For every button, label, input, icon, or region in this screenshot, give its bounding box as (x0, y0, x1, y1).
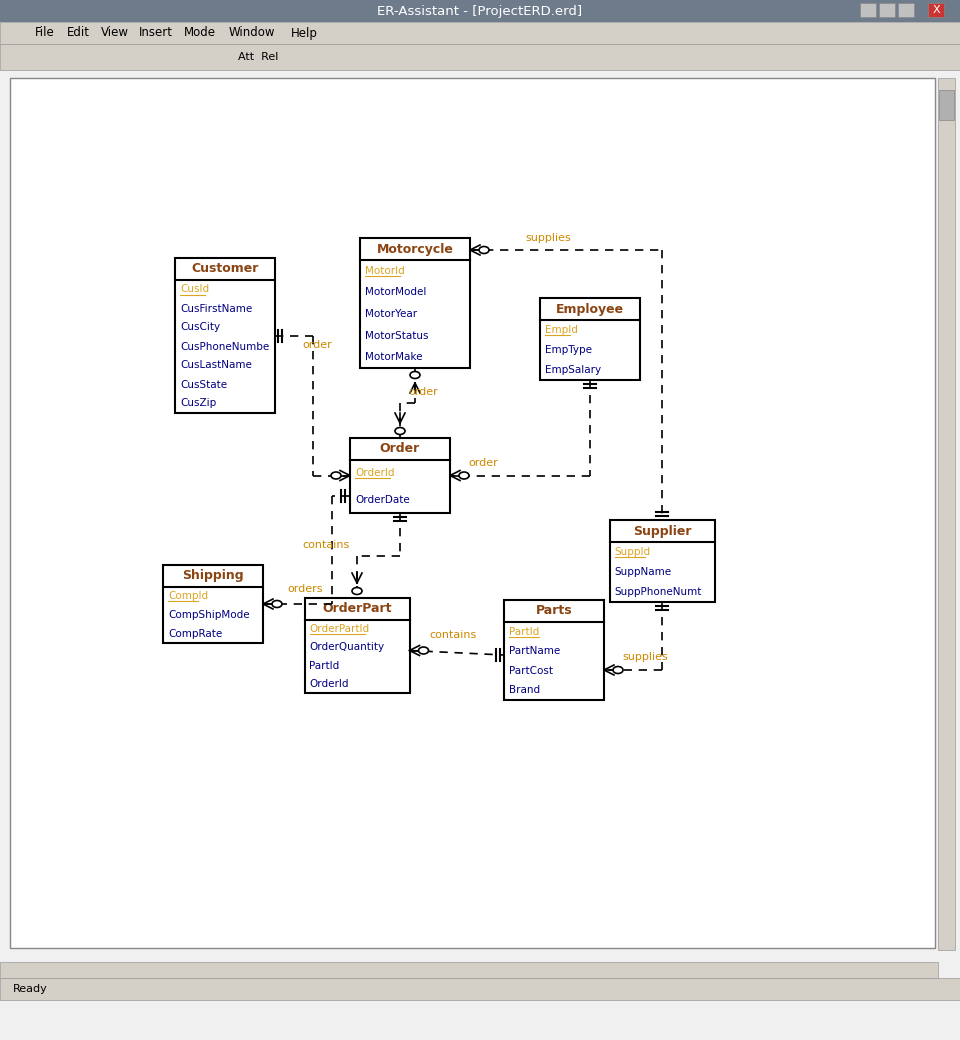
Bar (0, 962, 938, 978)
Text: PartId: PartId (309, 660, 340, 671)
Text: order: order (408, 387, 438, 397)
Bar (304, 598, 410, 693)
Bar (540, 298, 640, 380)
Bar (175, 258, 275, 413)
Text: MotorModel: MotorModel (365, 287, 426, 297)
Bar (350, 438, 450, 513)
Text: OrderQuantity: OrderQuantity (309, 643, 385, 652)
Bar (610, 520, 714, 602)
Bar (10, 78, 935, 948)
Text: PartCost: PartCost (509, 666, 553, 676)
Bar (898, 3, 914, 17)
Text: OrderId: OrderId (355, 468, 395, 478)
Text: contains: contains (302, 540, 349, 549)
Text: Help: Help (291, 26, 318, 40)
Text: CusLastName: CusLastName (180, 361, 252, 370)
Text: SuppName: SuppName (614, 567, 672, 577)
Bar (0, 22, 960, 44)
Text: SuppId: SuppId (614, 547, 651, 557)
Text: ER-Assistant - [ProjectERD.erd]: ER-Assistant - [ProjectERD.erd] (377, 4, 583, 18)
Text: Motorcycle: Motorcycle (376, 242, 453, 256)
Ellipse shape (410, 371, 420, 379)
Bar (504, 600, 604, 700)
Ellipse shape (479, 246, 489, 254)
Text: EmpSalary: EmpSalary (545, 365, 601, 375)
Text: OrderPartId: OrderPartId (309, 624, 370, 634)
Text: X: X (932, 5, 940, 15)
Text: CusCity: CusCity (180, 322, 220, 333)
Bar (0, 0, 960, 22)
Bar (0, 44, 960, 70)
Text: Insert: Insert (139, 26, 173, 40)
Text: SuppPhoneNumt: SuppPhoneNumt (614, 587, 702, 597)
Text: Supplier: Supplier (633, 524, 691, 538)
Text: CusFirstName: CusFirstName (180, 304, 252, 313)
Bar (879, 3, 895, 17)
Text: MotorMake: MotorMake (365, 353, 422, 362)
Bar (0, 978, 960, 1000)
Text: CusPhoneNumbe: CusPhoneNumbe (180, 341, 269, 352)
Ellipse shape (613, 667, 623, 674)
Text: EmpType: EmpType (545, 345, 592, 355)
Text: File: File (36, 26, 55, 40)
Ellipse shape (331, 472, 341, 479)
Text: Ready: Ready (12, 984, 47, 994)
Text: OrderDate: OrderDate (355, 495, 410, 504)
Text: MotorYear: MotorYear (365, 309, 418, 319)
Ellipse shape (459, 472, 469, 479)
Text: OrderId: OrderId (309, 679, 349, 688)
Text: Mode: Mode (184, 26, 216, 40)
Text: CompRate: CompRate (168, 628, 223, 639)
Text: Window: Window (228, 26, 276, 40)
Text: Brand: Brand (509, 685, 540, 696)
Text: MotorStatus: MotorStatus (365, 331, 428, 341)
Text: Order: Order (380, 442, 420, 456)
Text: Employee: Employee (556, 303, 624, 315)
Text: CusZip: CusZip (180, 398, 216, 409)
Text: Edit: Edit (66, 26, 89, 40)
Text: CompId: CompId (168, 592, 208, 601)
Text: order: order (468, 458, 497, 468)
Text: PartName: PartName (509, 646, 561, 656)
Text: Parts: Parts (536, 604, 572, 618)
Text: MotorId: MotorId (365, 266, 405, 276)
Text: EmpId: EmpId (545, 324, 578, 335)
Ellipse shape (352, 588, 362, 595)
Bar (860, 3, 876, 17)
Text: Customer: Customer (191, 262, 258, 276)
Bar (939, 90, 954, 120)
Ellipse shape (395, 427, 405, 435)
Text: CusId: CusId (180, 285, 209, 294)
Ellipse shape (272, 600, 282, 607)
Text: CompShipMode: CompShipMode (168, 610, 250, 620)
Ellipse shape (419, 647, 428, 654)
Bar (360, 238, 470, 368)
Bar (928, 3, 944, 17)
Bar (163, 565, 263, 643)
Text: contains: contains (429, 630, 477, 641)
Text: OrderPart: OrderPart (323, 602, 392, 616)
Text: CusState: CusState (180, 380, 228, 390)
Text: supplies: supplies (622, 652, 668, 662)
Text: Shipping: Shipping (182, 570, 244, 582)
Text: orders: orders (287, 584, 323, 594)
Text: PartId: PartId (509, 627, 540, 636)
Text: order: order (302, 339, 332, 349)
Text: supplies: supplies (525, 233, 571, 243)
Text: View: View (101, 26, 129, 40)
Bar (938, 78, 955, 950)
Text: Att  Rel: Att Rel (238, 52, 278, 62)
